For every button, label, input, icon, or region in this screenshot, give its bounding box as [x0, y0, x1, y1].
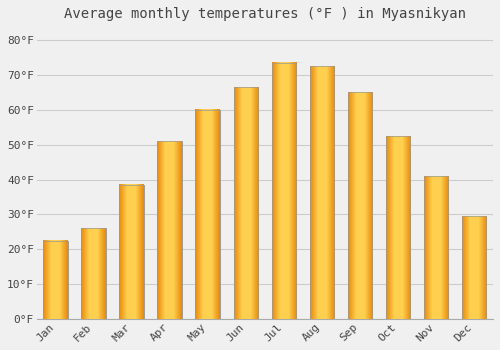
Bar — [120, 185, 144, 319]
Bar — [348, 92, 372, 319]
Bar — [158, 141, 182, 319]
Title: Average monthly temperatures (°F ) in Myasnikyan: Average monthly temperatures (°F ) in My… — [64, 7, 466, 21]
Bar — [234, 87, 258, 319]
Bar — [424, 176, 448, 319]
Bar — [348, 92, 372, 319]
Bar — [386, 136, 410, 319]
Bar — [386, 136, 410, 319]
Bar — [310, 66, 334, 319]
Bar — [82, 228, 106, 319]
Bar — [462, 216, 486, 319]
Bar — [82, 228, 106, 319]
Bar — [120, 185, 144, 319]
Bar — [44, 240, 68, 319]
Bar — [272, 63, 296, 319]
Bar — [272, 63, 296, 319]
Bar — [44, 240, 68, 319]
Bar — [196, 110, 220, 319]
Bar — [158, 141, 182, 319]
Bar — [462, 216, 486, 319]
Bar — [196, 110, 220, 319]
Bar — [234, 87, 258, 319]
Bar — [424, 176, 448, 319]
Bar — [310, 66, 334, 319]
